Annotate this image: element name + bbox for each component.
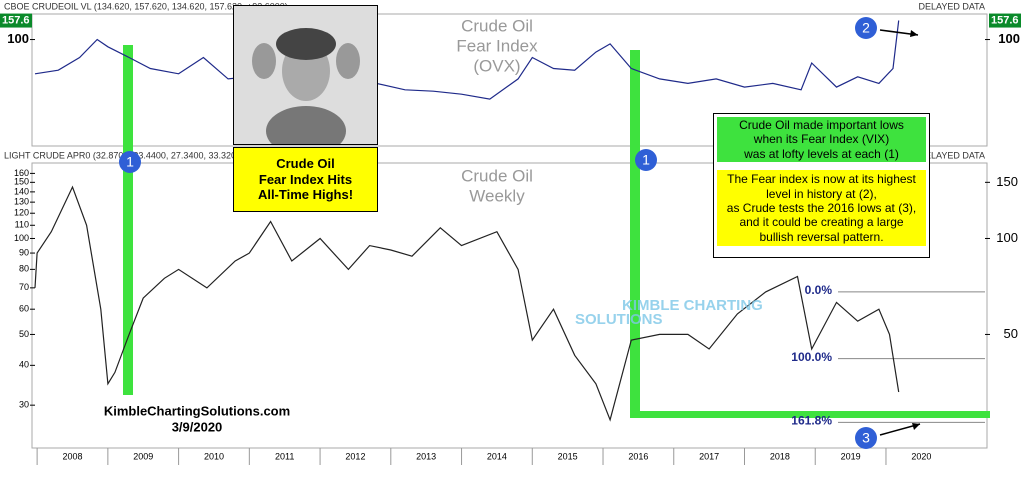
x-tick-label: 2019 (841, 451, 861, 461)
note-line: The Fear index is now at its highest (727, 172, 916, 187)
hand (336, 43, 360, 79)
x-tick-label: 2017 (699, 451, 719, 461)
y-tick-label: 130 (14, 197, 29, 207)
highlight-bar (630, 50, 640, 412)
last-value-label: 157.6 (991, 14, 1019, 26)
x-tick-label: 2013 (416, 451, 436, 461)
level-label: 161.8% (791, 414, 832, 428)
line (34, 20, 900, 100)
note-line: was at lofty levels at each (1) (744, 146, 899, 161)
y2-tick-label: 50 (1004, 326, 1018, 341)
y-tick-label: 110 (15, 220, 29, 230)
notes: Crude Oil made important lows when its F… (713, 113, 930, 258)
last-value-badge (0, 13, 32, 28)
caption-line: Fear Index Hits (258, 171, 353, 187)
y-tick-label: 100 (14, 233, 29, 243)
y-tick-label: 70 (19, 282, 29, 292)
hair (276, 28, 336, 60)
note-line: as Crude tests the 2016 lows at (3), (726, 200, 917, 215)
x-tick-label: 2016 (628, 451, 648, 461)
photo-sketch (252, 28, 360, 156)
x-tick-label: 2014 (487, 451, 507, 461)
marker (635, 149, 657, 171)
support-line (630, 411, 990, 418)
site: KimbleChartingSolutions.com (104, 403, 290, 418)
y-tick-label: 100 (998, 31, 1020, 46)
y2-tick-label: 100 (996, 230, 1018, 245)
x-tick-label: 2018 (770, 451, 790, 461)
watermark: KIMBLE CHARTING (622, 297, 763, 314)
marker-label: 1 (642, 152, 650, 168)
note-line: when its Fear Index (VIX) (753, 132, 890, 147)
x-tick-label: 2020 (911, 451, 931, 461)
x-tick-label: 2015 (558, 451, 578, 461)
chart-title: Crude Oil (461, 166, 533, 185)
date: 3/9/2020 (172, 419, 223, 434)
note-line: level in history at (2), (766, 186, 877, 201)
y-tick-label: 40 (19, 360, 29, 370)
caption-box: Crude Oil Fear Index Hits All-Time Highs… (233, 147, 378, 212)
highlight-bar (123, 45, 133, 395)
last-value-badge (989, 13, 1021, 28)
y-tick-label: 140 (14, 186, 29, 196)
status: DELAYED DATA (918, 150, 985, 160)
panel-header: CBOE CRUDEOIL VL (134.620, 157.620, 134.… (4, 1, 288, 11)
note-line: and it could be creating a large (739, 215, 904, 230)
y-tick-label: 30 (19, 400, 29, 410)
level-label: 100.0% (791, 350, 832, 364)
top-panel-frame (31, 13, 988, 147)
y-tick-label: 100 (7, 31, 29, 46)
chart-title: Fear Index (456, 36, 538, 55)
markers: 1 1 2 3 (119, 17, 921, 449)
y-tick-label: 50 (19, 329, 29, 339)
y-tick-label: 160 (14, 168, 29, 178)
y-tick-label: 150 (14, 177, 29, 187)
marker (855, 17, 877, 39)
panel-header: LIGHT CRUDE APR0 (32.8700, 33.4400, 27.3… (4, 150, 285, 160)
x-tick-label: 2011 (275, 451, 294, 461)
marker-label: 1 (126, 154, 134, 170)
y2-tick-label: 150 (996, 174, 1018, 189)
chart-title: Weekly (469, 186, 525, 205)
y-tick-label: 80 (19, 264, 29, 274)
x-tick-label: 2010 (204, 451, 224, 461)
marker (855, 427, 877, 449)
hand (252, 43, 276, 79)
bottom-panel-frame (31, 162, 988, 449)
body (266, 106, 346, 156)
arrow-head (910, 30, 918, 37)
y-tick-label: 120 (14, 208, 29, 218)
note-now: The Fear index is now at its highest lev… (717, 170, 926, 247)
level-label: 0.0% (805, 283, 833, 297)
line (34, 185, 900, 422)
last-value-label: 157.6 (2, 14, 30, 26)
note-line: Crude Oil made important lows (739, 118, 904, 132)
note-lows: Crude Oil made important lows when its F… (717, 117, 926, 163)
y-tick-label: 90 (19, 247, 29, 257)
x-tick-label: 2008 (62, 451, 82, 461)
arrow-head (912, 423, 920, 430)
chart-title: Crude Oil (461, 16, 533, 35)
marker-label: 2 (862, 20, 870, 36)
photo (233, 5, 378, 156)
caption-line: All-Time Highs! (257, 187, 354, 203)
y-tick-label: 60 (19, 304, 29, 314)
marker (119, 151, 141, 173)
caption-line: Crude Oil (276, 156, 335, 171)
x-tick-label: 2009 (133, 451, 153, 461)
marker-label: 3 (862, 430, 870, 446)
note-line: bullish reversal pattern. (759, 229, 884, 244)
status: DELAYED DATA (918, 1, 985, 11)
chart-title: (OVX) (473, 56, 520, 75)
x-tick-label: 2012 (345, 451, 365, 461)
watermark: SOLUTIONS (575, 311, 663, 328)
